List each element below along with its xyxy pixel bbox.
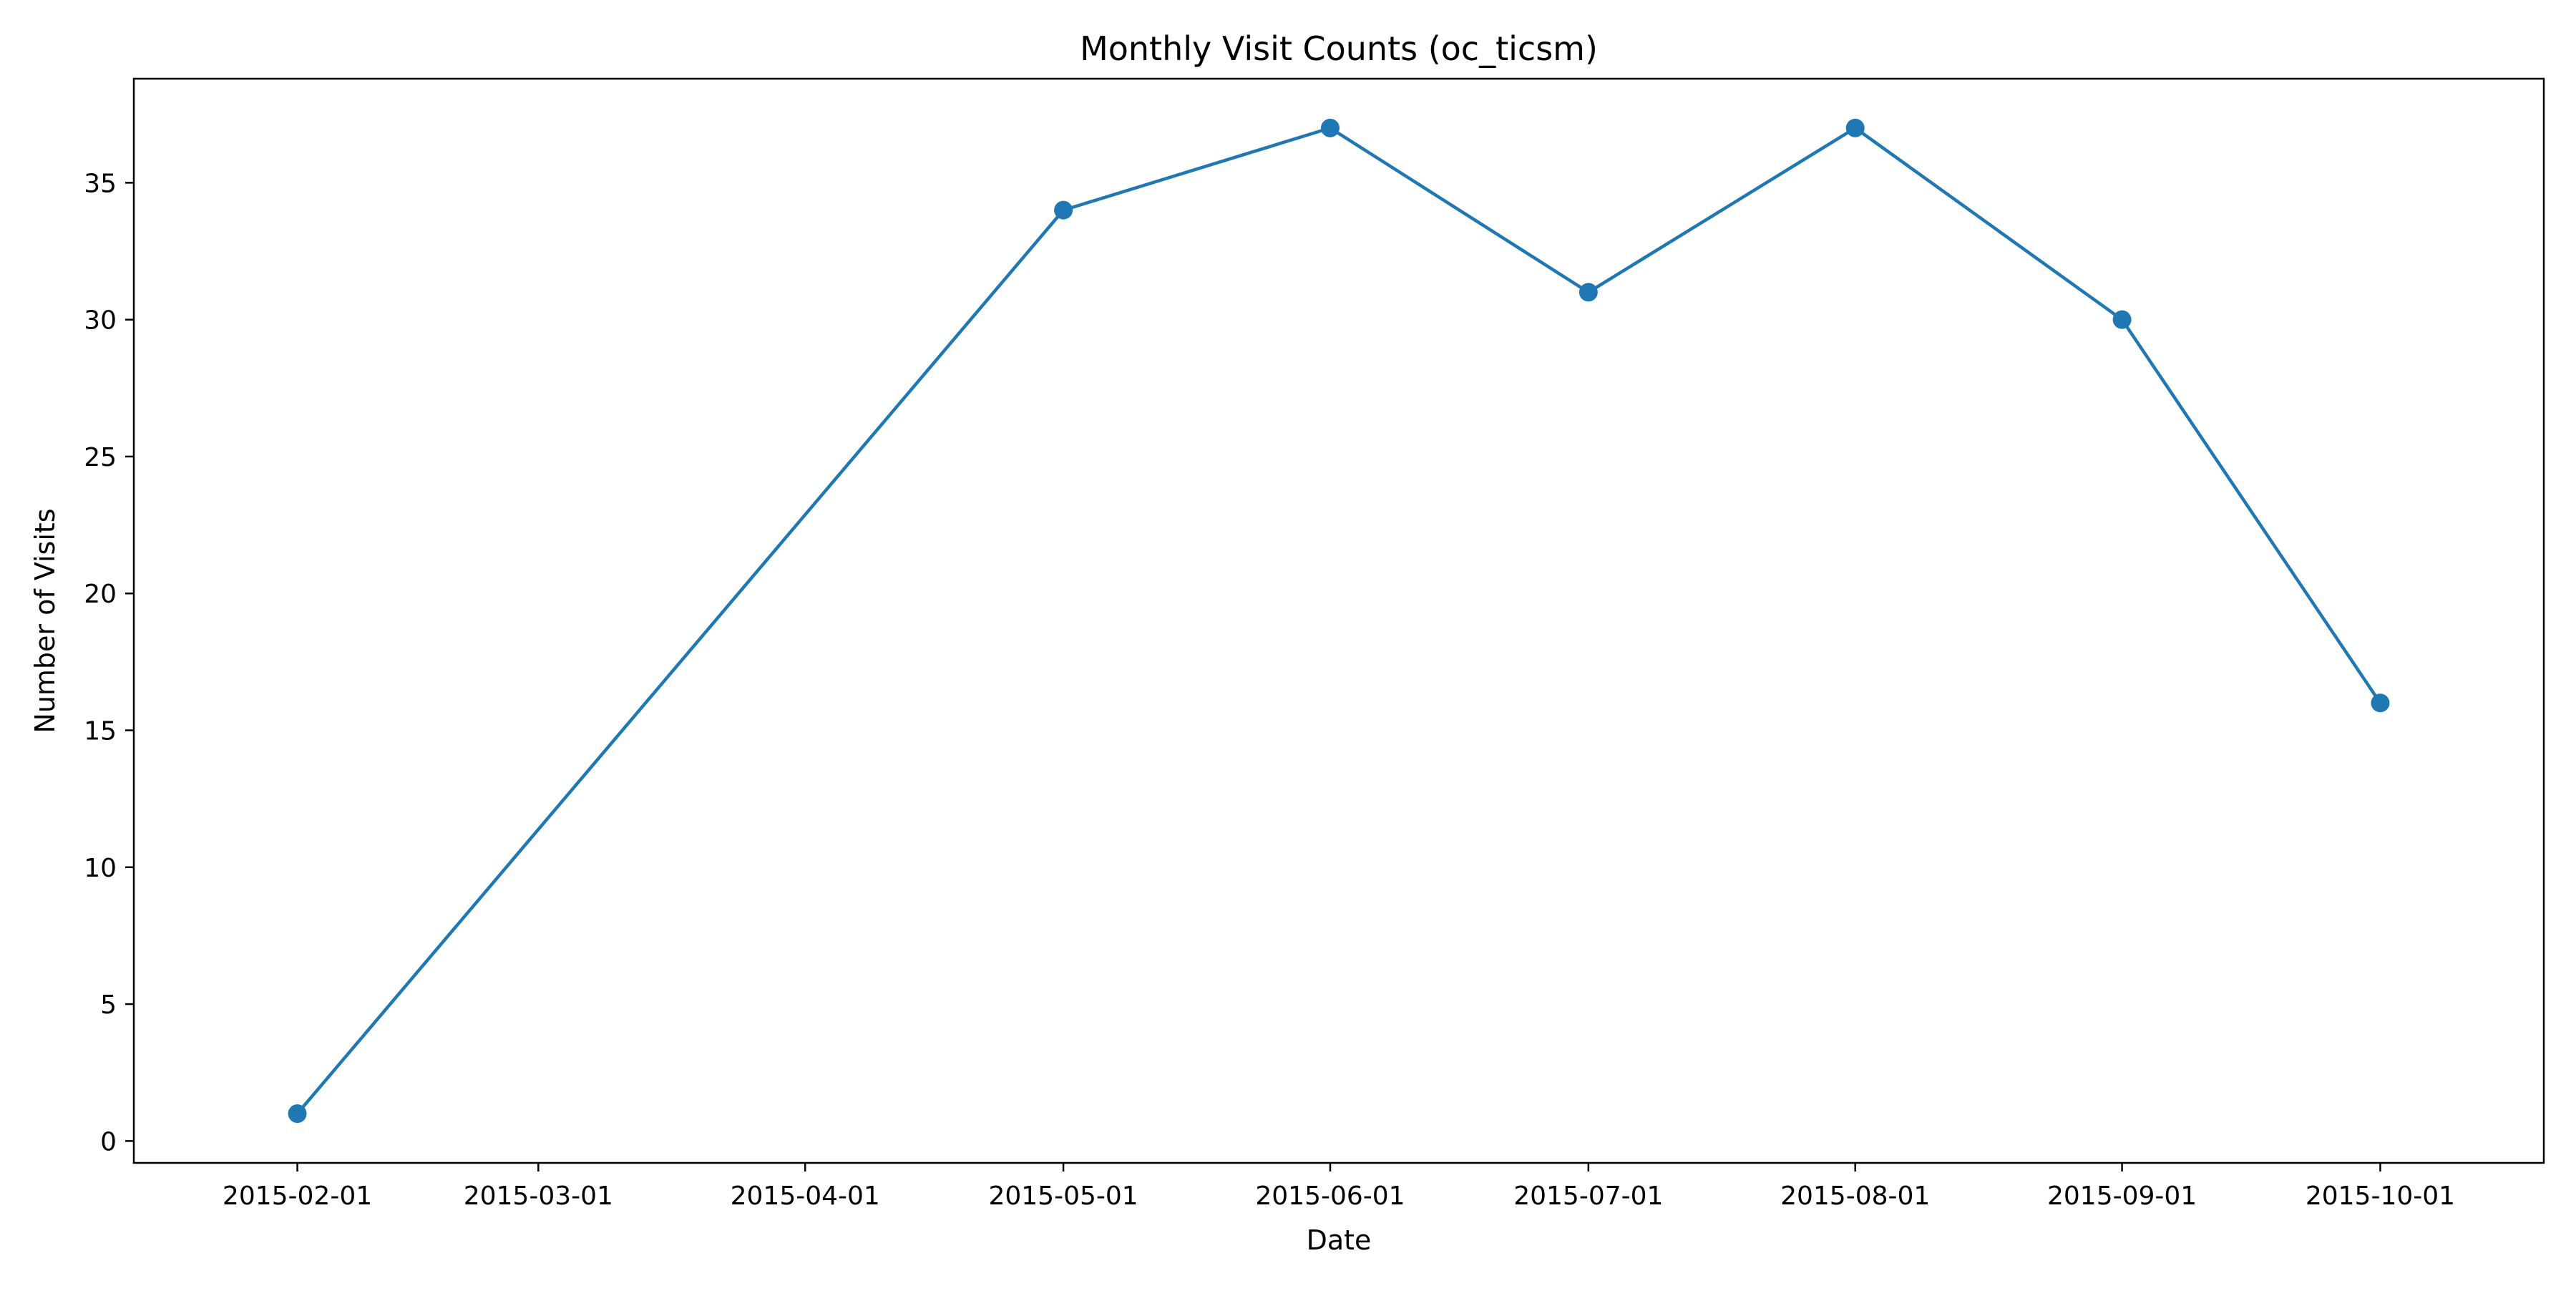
y-axis-label: Number of Visits	[29, 508, 61, 733]
chart-title: Monthly Visit Counts (oc_ticsm)	[1080, 29, 1598, 68]
data-point	[1320, 118, 1340, 137]
plot-frame	[132, 77, 2545, 1164]
data-point	[288, 1104, 307, 1124]
x-axis-label: Date	[1307, 1224, 1372, 1256]
y-tick-label: 20	[84, 580, 117, 609]
x-tick-label: 2015-06-01	[1255, 1182, 1405, 1211]
x-tick-label: 2015-05-01	[988, 1182, 1138, 1211]
data-point	[2371, 693, 2390, 713]
data-point	[1579, 283, 1598, 302]
x-tick-label: 2015-04-01	[731, 1182, 880, 1211]
y-tick-label: 25	[84, 443, 117, 472]
x-tick-label: 2015-03-01	[464, 1182, 613, 1211]
x-axis: 2015-02-01 2015-03-01 2015-04-01 2015-05-01…	[223, 1163, 2455, 1211]
x-tick-label: 2015-09-01	[2047, 1182, 2197, 1211]
y-tick-label: 10	[84, 854, 117, 883]
plot-area	[288, 118, 2390, 1124]
y-tick-label: 30	[84, 306, 117, 336]
x-tick-label: 2015-07-01	[1513, 1182, 1663, 1211]
x-tick-label: 2015-02-01	[223, 1182, 372, 1211]
y-axis: 0 5 10 15 20 25 30 35	[84, 169, 134, 1156]
y-tick-label: 35	[84, 169, 117, 198]
data-point	[1845, 118, 1865, 137]
y-tick-label: 5	[100, 990, 117, 1020]
x-tick-label: 2015-10-01	[2306, 1182, 2455, 1211]
x-tick-label: 2015-08-01	[1780, 1182, 1930, 1211]
data-point	[2112, 310, 2132, 329]
y-tick-label: 15	[84, 717, 117, 746]
y-tick-label: 0	[100, 1127, 117, 1156]
data-point	[1054, 200, 1073, 220]
